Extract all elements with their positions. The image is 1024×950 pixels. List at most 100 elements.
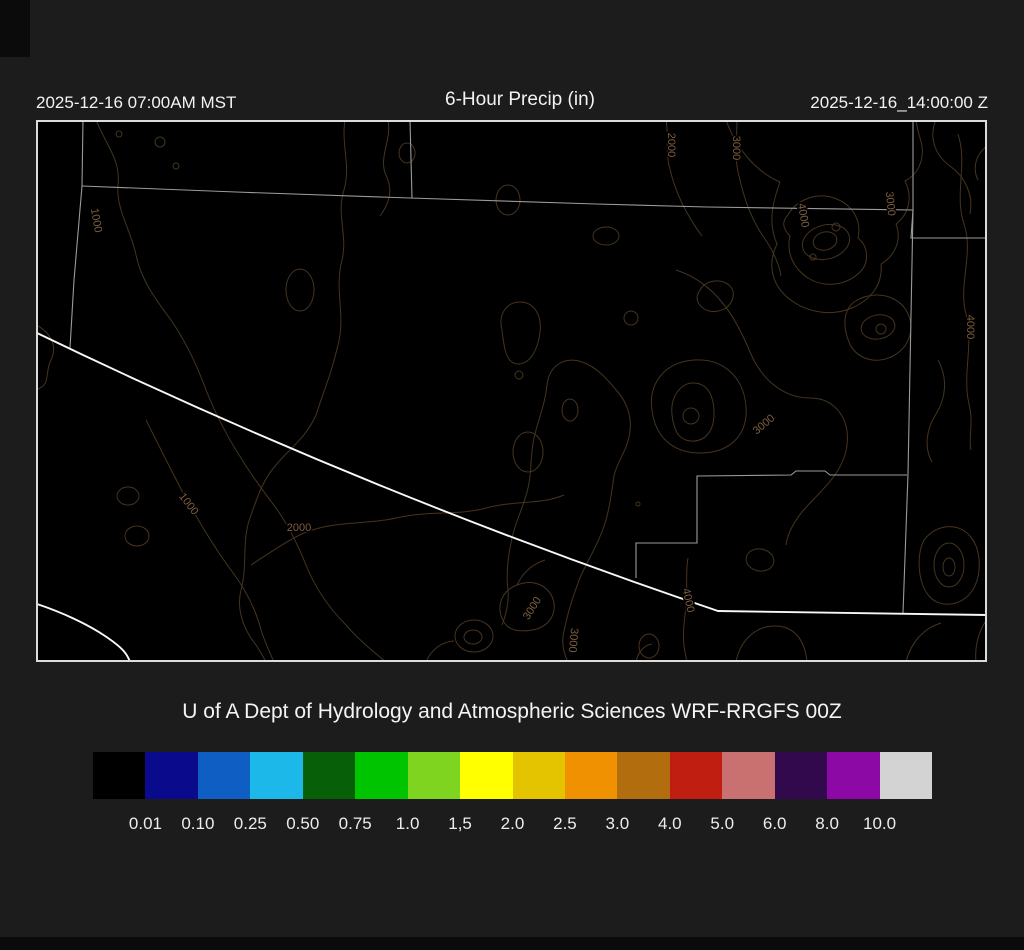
contour-line	[172, 162, 180, 170]
contour-line	[696, 280, 734, 312]
colorbar-segment	[669, 752, 723, 799]
contour-line	[745, 548, 775, 572]
contour-line	[514, 370, 524, 380]
colorbar-tick-label: 0.10	[181, 814, 215, 833]
coastline	[36, 603, 131, 662]
map-frame	[36, 120, 987, 662]
contour-line	[623, 310, 639, 326]
colorbar-segment	[145, 752, 198, 799]
colorbar-segment	[93, 752, 146, 799]
colorbar-tick-label: 1,5	[448, 814, 472, 833]
contour-elevation-label: 3000	[566, 628, 580, 653]
contour-line	[500, 301, 541, 365]
contour-line	[671, 382, 715, 442]
colorbar-segment	[774, 752, 828, 799]
contour-line	[239, 120, 347, 662]
contour-line	[974, 145, 987, 181]
reservation-boundary-line	[635, 470, 907, 578]
colorbar-segment	[197, 752, 251, 799]
colorbar-tick-label: 2.0	[500, 814, 525, 833]
contour-line	[682, 557, 689, 662]
contour-elevation-label: 4000	[964, 315, 976, 339]
contour-line	[592, 226, 620, 246]
contour-line	[875, 323, 887, 335]
colorbar-segment	[722, 752, 775, 799]
bottom-dark-strip	[0, 937, 1024, 950]
contour-elevation-label: 2000	[287, 522, 311, 534]
contour-elevation-label: 2000	[665, 133, 677, 157]
contour-elevation-label: 3000	[883, 191, 897, 217]
contour-line	[36, 324, 55, 391]
contour-line	[783, 195, 867, 285]
contour-elevation-label: 1000	[88, 207, 104, 233]
colorbar-segment	[460, 752, 513, 799]
state-boundary-line	[409, 120, 413, 199]
map-background	[36, 120, 987, 662]
contour-line	[650, 359, 747, 454]
contour-line	[95, 120, 387, 662]
colorbar-segment	[512, 752, 565, 799]
colorbar-segment	[250, 752, 303, 799]
contour-line	[918, 526, 980, 605]
map-title: 6-Hour Precip (in)	[445, 89, 595, 110]
colorbar-segment	[302, 752, 356, 799]
border-highlight-line	[717, 610, 987, 616]
contour-line	[831, 222, 841, 232]
contour-line	[154, 136, 166, 148]
colorbar-segment	[564, 752, 618, 799]
valid-time-local: 2025-12-16 07:00AM MST	[36, 93, 237, 112]
contour-line	[561, 398, 579, 422]
contour-line	[665, 120, 703, 237]
contour-line	[116, 486, 140, 506]
contour-line	[933, 542, 965, 588]
colorbar-tick-label: 3.0	[605, 814, 630, 833]
valid-time-utc: 2025-12-16_14:00:00 Z	[810, 93, 988, 112]
precip-colorbar	[93, 752, 932, 799]
colorbar-segment	[879, 752, 932, 799]
contour-line	[735, 120, 782, 277]
state-boundary-line	[81, 185, 914, 211]
contour-line	[809, 253, 817, 261]
contour-line	[675, 269, 848, 546]
contour-line	[495, 184, 521, 216]
contour-line	[463, 629, 483, 645]
contour-line	[124, 525, 150, 547]
colorbar-tick-label: 6.0	[762, 814, 787, 833]
colorbar-segment	[617, 752, 670, 799]
contour-line	[932, 120, 972, 215]
contour-line	[379, 120, 391, 217]
colorbar-segment	[827, 752, 880, 799]
contour-line	[546, 359, 631, 662]
contour-line	[499, 582, 555, 632]
contour-line	[635, 501, 641, 507]
colorbar-segment	[407, 752, 461, 799]
elevation-contours	[36, 120, 987, 662]
contour-line	[425, 640, 455, 662]
colorbar-tick-label: 2.5	[553, 814, 577, 833]
contour-line	[454, 619, 494, 653]
state-boundary-line	[69, 185, 83, 349]
contour-line	[501, 384, 548, 626]
colorbar-tick-label: 0.01	[128, 814, 162, 833]
colorbar-tick-label: 4.0	[657, 814, 682, 833]
colorbar-tick-label: 8.0	[815, 814, 839, 833]
contour-line	[682, 407, 700, 425]
colorbar-tick-label: 1.0	[395, 814, 420, 833]
state-boundaries	[69, 120, 987, 614]
contour-line	[512, 431, 544, 473]
contour-line	[250, 494, 565, 566]
contour-line	[638, 633, 660, 659]
colorbar-tick-label: 10.0	[863, 814, 897, 833]
colorbar-tick-label: 0.75	[338, 814, 372, 833]
contour-line	[812, 231, 838, 251]
colorbar-segment	[355, 752, 408, 799]
contour-elevation-label: 3000	[730, 136, 742, 160]
contour-line	[942, 557, 956, 577]
highlighted-borders	[36, 332, 987, 662]
contour-line	[145, 419, 275, 662]
contour-elevation-label: 4000	[795, 202, 811, 228]
contour-line	[860, 314, 896, 340]
contour-line	[635, 643, 653, 662]
